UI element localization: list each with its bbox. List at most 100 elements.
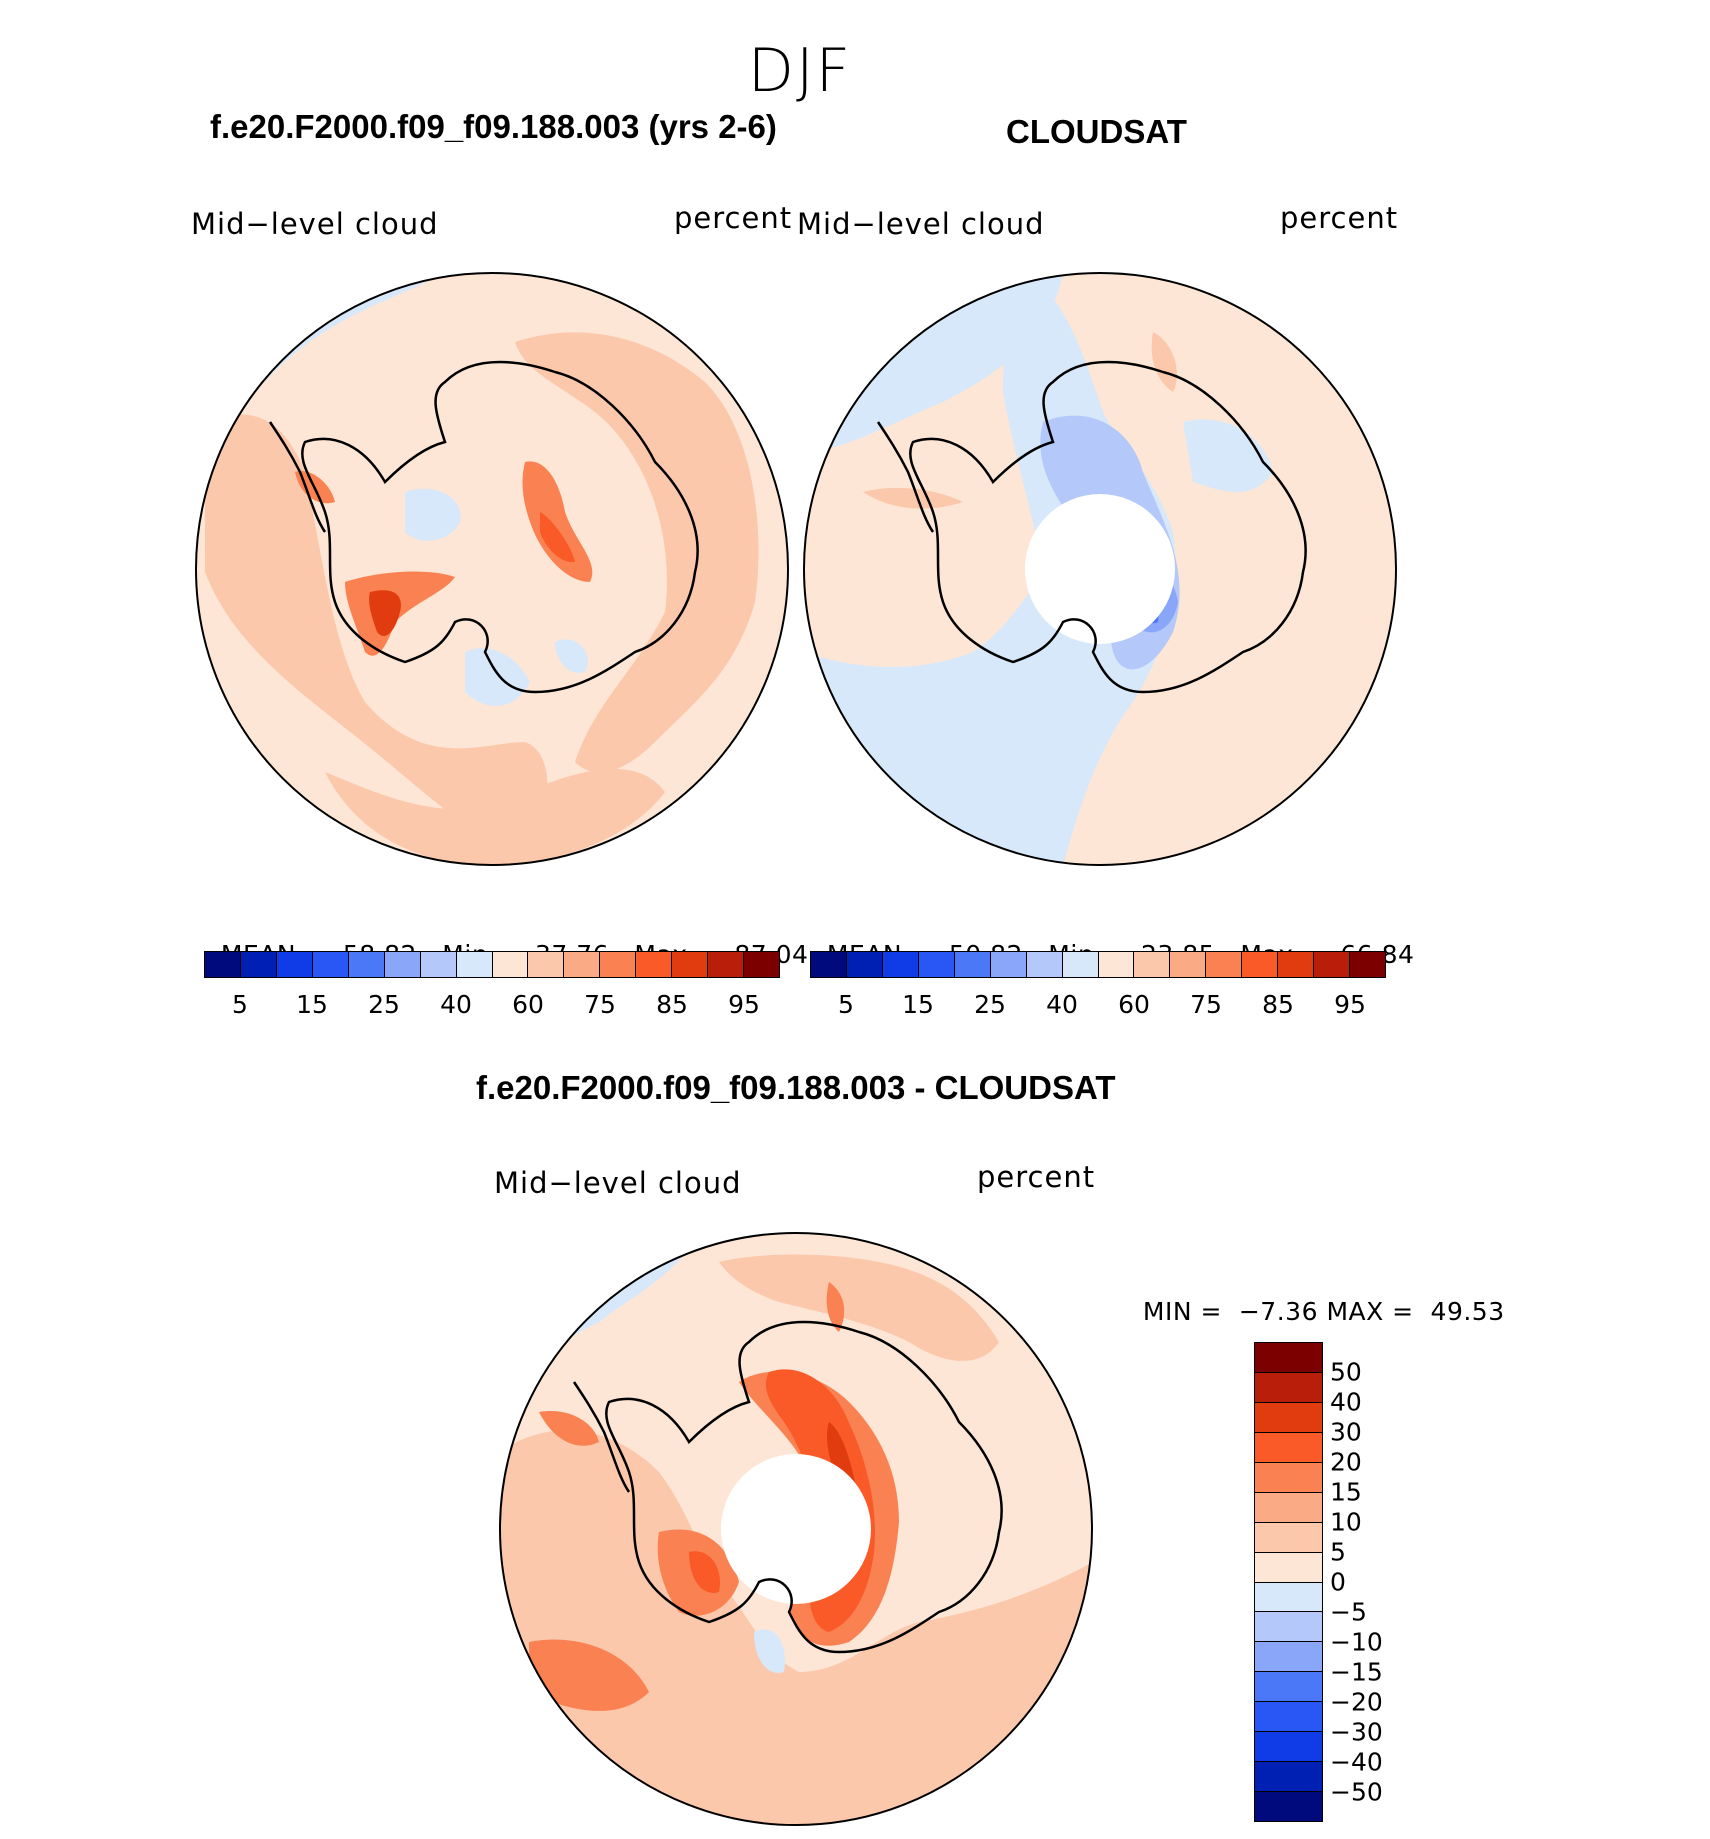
colorbar-3-tick-label: 20 — [1330, 1447, 1362, 1477]
colorbar-1-swatch — [636, 952, 673, 977]
colorbar-2-tick-label: 85 — [1262, 990, 1294, 1019]
colorbar-3-tick-label: −50 — [1330, 1777, 1383, 1807]
panel-3-variable: Mid−level cloud — [494, 1166, 742, 1200]
colorbar-2-swatch — [846, 952, 883, 977]
colorbar-2-swatch — [1026, 952, 1063, 977]
colorbar-3-tick-label: 30 — [1330, 1417, 1362, 1447]
map1-rim — [195, 272, 789, 866]
colorbar-3-tick-label: −20 — [1330, 1687, 1383, 1717]
colorbar-1-tick-label: 95 — [728, 990, 760, 1019]
map1-coastline-peninsula — [268, 421, 327, 533]
map3-mid-4 — [539, 1411, 599, 1446]
colorbar-2-tick-label: 95 — [1334, 990, 1366, 1019]
colorbar-2-ticks: 5 15 25 40 60 75 85 95 — [810, 990, 1386, 1020]
colorbar-1-swatch — [384, 952, 421, 977]
map2-high-1 — [1151, 332, 1177, 392]
colorbar-2-tick-label: 75 — [1190, 990, 1222, 1019]
panel-3-title: f.e20.F2000.f09_f09.188.003 - CLOUDSAT — [476, 1069, 1116, 1106]
colorbar-1-swatch — [492, 952, 529, 977]
panel-3-minmax: MIN = −7.36 MAX = 49.53 — [1126, 1268, 1505, 1326]
colorbar-1-ticks: 5 15 25 40 60 75 85 95 — [204, 990, 780, 1020]
colorbar-1-tick-label: 85 — [656, 990, 688, 1019]
map-panel-1 — [195, 272, 789, 866]
colorbar-2-swatch — [1206, 952, 1243, 977]
colorbar-1-swatch — [240, 952, 277, 977]
map1-ring-east — [515, 332, 759, 773]
map3-ring — [500, 1430, 1092, 1825]
colorbar-1-tick-label: 75 — [584, 990, 616, 1019]
colorbar-1-swatch — [348, 952, 385, 977]
colorbar-3-tick-label: 0 — [1330, 1567, 1346, 1597]
panel-1-variable: Mid−level cloud — [191, 207, 439, 241]
map-panel-2 — [803, 272, 1397, 866]
colorbar-3-swatch — [1255, 1462, 1322, 1493]
colorbar-3-swatch — [1255, 1432, 1322, 1463]
colorbar-1 — [204, 951, 780, 978]
p3-max-label: MAX = — [1326, 1297, 1414, 1326]
colorbar-2-swatch — [1278, 952, 1315, 977]
panel-2-units: percent — [1280, 201, 1399, 235]
colorbar-3-tick-label: 5 — [1330, 1537, 1346, 1567]
p3-min-value: −7.36 — [1238, 1297, 1318, 1326]
map1-high-2 — [522, 461, 593, 582]
panel-2-title: CLOUDSAT — [1006, 113, 1187, 150]
colorbar-1-tick-label: 5 — [232, 990, 248, 1019]
colorbar-3-swatch — [1255, 1702, 1322, 1733]
colorbar-3-ticks: 50 40 30 20 15 10 5 0 −5 −10 −15 −20 −30 −40 −50 — [1330, 1342, 1410, 1822]
colorbar-3-tick-label: 15 — [1330, 1477, 1362, 1507]
map1-ring-south — [325, 769, 665, 865]
colorbar-2-swatch — [918, 952, 955, 977]
map3-missing-data-hole — [721, 1454, 871, 1604]
colorbar-3-tick-label: −10 — [1330, 1627, 1383, 1657]
colorbar-1-tick-label: 60 — [512, 990, 544, 1019]
p3-min-label: MIN = — [1142, 1297, 1222, 1326]
colorbar-3-swatch — [1255, 1402, 1322, 1433]
colorbar-3-swatch — [1255, 1372, 1322, 1403]
colorbar-3 — [1254, 1342, 1323, 1822]
colorbar-2-swatch — [1242, 952, 1279, 977]
colorbar-3-swatch — [1255, 1492, 1322, 1523]
colorbar-3-tick-label: 10 — [1330, 1507, 1362, 1537]
colorbar-2-swatch — [954, 952, 991, 977]
colorbar-2-swatch — [1098, 952, 1135, 977]
colorbar-2-swatch — [1134, 952, 1171, 977]
map1-coastline — [301, 360, 699, 694]
colorbar-2 — [810, 951, 1386, 978]
panel-3-units: percent — [977, 1160, 1096, 1194]
map2-high-2 — [863, 487, 963, 509]
map-panel-3 — [499, 1232, 1093, 1826]
colorbar-3-swatch — [1255, 1582, 1322, 1613]
panel-2-variable: Mid−level cloud — [797, 207, 1045, 241]
season-title: DJF — [747, 36, 853, 106]
colorbar-1-swatch — [312, 952, 349, 977]
colorbar-2-swatch — [1314, 952, 1351, 977]
colorbar-3-tick-label: 50 — [1330, 1357, 1362, 1387]
colorbar-3-swatch — [1255, 1792, 1322, 1821]
colorbar-1-tick-label: 15 — [296, 990, 328, 1019]
panel-1-title: f.e20.F2000.f09_f09.188.003 (yrs 2-6) — [210, 108, 777, 145]
colorbar-2-swatch — [1350, 952, 1385, 977]
colorbar-1-tick-label: 25 — [368, 990, 400, 1019]
colorbar-2-tick-label: 15 — [902, 990, 934, 1019]
panel-1-units: percent — [674, 201, 793, 235]
colorbar-1-swatch — [564, 952, 601, 977]
map2-rim — [803, 272, 1397, 866]
colorbar-3-tick-label: 40 — [1330, 1387, 1362, 1417]
colorbar-3-swatch — [1255, 1552, 1322, 1583]
colorbar-3-tick-label: −5 — [1330, 1597, 1367, 1627]
colorbar-1-tick-label: 40 — [440, 990, 472, 1019]
colorbar-1-swatch — [744, 952, 779, 977]
colorbar-1-swatch — [600, 952, 637, 977]
p3-max-value: 49.53 — [1430, 1297, 1505, 1326]
colorbar-2-swatch — [1170, 952, 1207, 977]
map1-low-center — [405, 488, 461, 541]
colorbar-1-swatch — [672, 952, 709, 977]
colorbar-2-tick-label: 60 — [1118, 990, 1150, 1019]
map3-low-center — [754, 1629, 785, 1673]
map3-high-3 — [689, 1551, 720, 1593]
map2-low-e-fill — [1183, 419, 1273, 492]
colorbar-1-swatch — [456, 952, 493, 977]
colorbar-2-tick-label: 25 — [974, 990, 1006, 1019]
colorbar-1-swatch — [708, 952, 745, 977]
colorbar-3-swatch — [1255, 1522, 1322, 1553]
